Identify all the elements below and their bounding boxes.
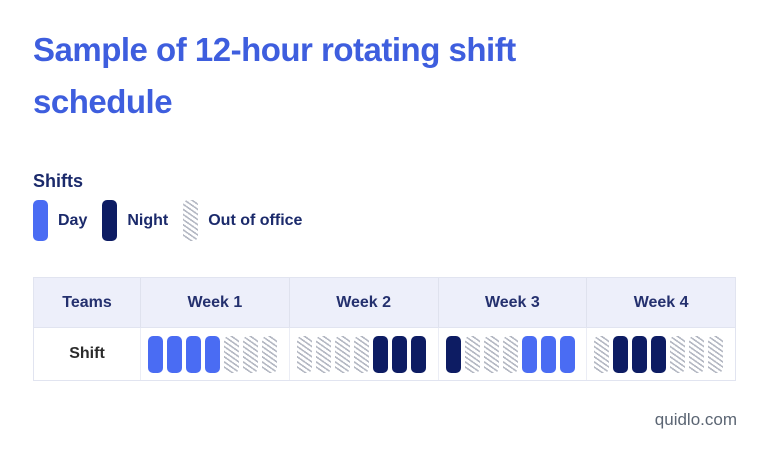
night-shift-bar bbox=[372, 335, 388, 373]
night-shift-bar bbox=[391, 335, 407, 373]
schedule-table-row-shift: Shift bbox=[34, 327, 735, 380]
row-label-shift: Shift bbox=[69, 345, 105, 362]
legend-items: Day Night Out of office bbox=[33, 200, 317, 241]
week-3-shift-cell bbox=[437, 328, 587, 380]
out-of-office-bar bbox=[464, 335, 480, 373]
out-of-office-bar bbox=[315, 335, 331, 373]
out-of-office-bar bbox=[262, 335, 277, 373]
day-shift-bar bbox=[540, 335, 556, 373]
column-header-teams: Teams bbox=[62, 293, 112, 311]
day-shift-bar bbox=[205, 335, 220, 373]
legend-label-out-of-office: Out of office bbox=[208, 211, 303, 229]
day-shift-bar bbox=[559, 335, 575, 373]
out-of-office-bar bbox=[296, 335, 312, 373]
site-credit: quidlo.com bbox=[654, 410, 737, 429]
legend: Shifts Day Night Out of office bbox=[33, 171, 317, 241]
column-header-week-2: Week 2 bbox=[288, 278, 438, 327]
out-of-office-bar bbox=[708, 335, 724, 373]
column-header-week-1: Week 1 bbox=[140, 278, 289, 327]
night-shift-bar bbox=[445, 335, 461, 373]
out-of-office-bar bbox=[334, 335, 350, 373]
out-of-office-bar bbox=[243, 335, 258, 373]
day-shift-bar bbox=[521, 335, 537, 373]
day-shift-swatch bbox=[33, 200, 48, 241]
out-of-office-bar bbox=[502, 335, 518, 373]
week-2-shift-cell bbox=[288, 328, 438, 380]
column-header-week-4: Week 4 bbox=[586, 278, 735, 327]
night-shift-bar bbox=[651, 335, 667, 373]
legend-item-night: Night bbox=[102, 200, 168, 241]
legend-label-day: Day bbox=[58, 211, 88, 229]
page-title: Sample of 12-hour rotating shift schedul… bbox=[33, 24, 516, 128]
out-of-office-bar bbox=[353, 335, 369, 373]
page-title-line-1: Sample of 12-hour rotating shift bbox=[33, 31, 516, 68]
schedule-table-header: Teams Week 1 Week 2 Week 3 Week 4 bbox=[34, 278, 735, 327]
night-shift-swatch bbox=[102, 200, 118, 241]
out-of-office-swatch bbox=[183, 200, 199, 241]
night-shift-bar bbox=[632, 335, 648, 373]
night-shift-bar bbox=[613, 335, 629, 373]
legend-heading: Shifts bbox=[33, 171, 84, 191]
out-of-office-bar bbox=[689, 335, 705, 373]
week-1-shift-cell bbox=[140, 328, 289, 380]
column-header-week-3: Week 3 bbox=[437, 278, 587, 327]
out-of-office-bar bbox=[483, 335, 499, 373]
legend-item-day: Day bbox=[33, 200, 87, 241]
day-shift-bar bbox=[148, 335, 163, 373]
out-of-office-bar bbox=[594, 335, 610, 373]
day-shift-bar bbox=[167, 335, 182, 373]
day-shift-bar bbox=[186, 335, 201, 373]
legend-item-out-of-office: Out of office bbox=[183, 200, 302, 241]
night-shift-bar bbox=[410, 335, 426, 373]
schedule-table: Teams Week 1 Week 2 Week 3 Week 4 Shift bbox=[33, 277, 736, 381]
week-4-shift-cell bbox=[586, 328, 735, 380]
page-title-line-2: schedule bbox=[33, 83, 173, 120]
legend-label-night: Night bbox=[127, 211, 169, 229]
out-of-office-bar bbox=[224, 335, 239, 373]
out-of-office-bar bbox=[670, 335, 686, 373]
